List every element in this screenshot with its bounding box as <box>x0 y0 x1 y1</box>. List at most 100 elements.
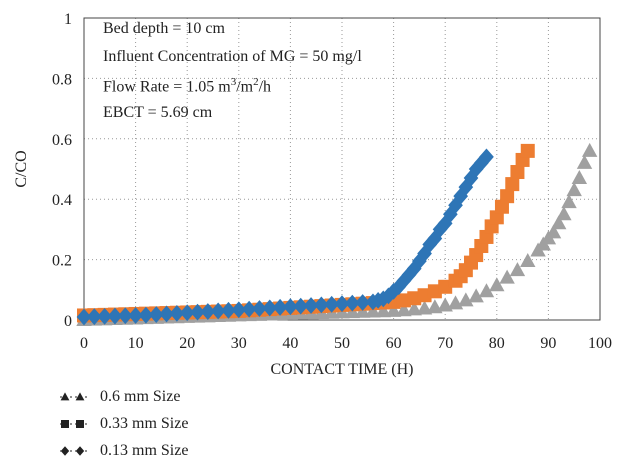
x-tick-label: 40 <box>282 335 298 352</box>
data-point <box>386 282 401 300</box>
x-tick-label: 100 <box>588 335 612 352</box>
legend-label: 0.6 mm Size <box>100 388 181 405</box>
data-point <box>479 229 494 244</box>
legend-marker <box>75 392 85 401</box>
data-point <box>375 303 391 318</box>
data-point <box>443 205 458 223</box>
data-point <box>314 296 329 314</box>
y-tick-label: 1 <box>64 11 72 28</box>
data-point <box>499 269 515 284</box>
condition-line: Flow Rate = 1.05 m3/m2/h <box>103 76 271 96</box>
data-point <box>468 288 484 303</box>
condition-text: Influent Concentration of MG = 50 mg/l <box>103 48 362 65</box>
y-axis-title: C/CO <box>13 150 30 187</box>
y-tick-label: 0 <box>64 313 72 330</box>
data-point <box>401 266 417 284</box>
data-point <box>76 308 92 326</box>
condition-line: Influent Concentration of MG = 50 mg/l <box>103 48 362 66</box>
data-point <box>107 307 123 325</box>
data-point <box>520 143 535 158</box>
data-point <box>252 300 267 317</box>
data-point <box>556 206 572 221</box>
x-tick-label: 50 <box>334 335 350 352</box>
data-point <box>551 215 567 230</box>
legend-label: 0.33 mm Size <box>100 415 189 432</box>
data-point <box>520 253 536 268</box>
legend-marker <box>75 446 85 456</box>
superscript: 2 <box>253 76 259 88</box>
data-point <box>283 298 298 316</box>
data-point <box>159 305 174 323</box>
data-point <box>509 262 526 277</box>
data-point <box>412 252 427 270</box>
superscript: 3 <box>230 76 237 88</box>
data-point <box>117 307 133 325</box>
data-point <box>458 178 474 196</box>
data-point <box>505 177 520 192</box>
data-point <box>86 308 102 326</box>
data-point <box>190 303 205 321</box>
x-tick-label: 70 <box>437 335 453 352</box>
condition-line: Bed depth = 10 cm <box>103 20 225 38</box>
data-point <box>303 297 319 314</box>
data-point <box>375 290 391 308</box>
data-point <box>545 224 562 239</box>
data-point <box>272 298 288 316</box>
data-point <box>385 302 402 317</box>
data-point <box>200 303 216 320</box>
legend-marker <box>60 392 70 401</box>
data-point <box>448 196 463 214</box>
legend-item: 0.13 mm Size <box>58 442 188 460</box>
data-point <box>97 307 112 325</box>
x-tick-label: 30 <box>231 335 247 352</box>
data-point <box>489 210 504 225</box>
plot-frame <box>83 17 601 321</box>
y-tick-label: 0.4 <box>52 192 72 209</box>
data-point <box>500 189 515 204</box>
axes: 0 10 20 30 40 50 60 70 80 90 100 0 0.2 0.4 0.6 0.8 1 <box>52 11 612 352</box>
square-marker-icon <box>60 420 90 428</box>
data-point <box>478 283 495 298</box>
data-point <box>293 297 309 315</box>
series-diamond <box>76 148 494 326</box>
data-series <box>76 142 598 326</box>
data-point <box>458 292 474 307</box>
data-point <box>179 304 195 322</box>
x-tick-label: 10 <box>128 335 144 352</box>
data-point <box>355 294 370 311</box>
data-point <box>468 160 484 178</box>
x-tick-label: 0 <box>80 335 88 352</box>
y-tick-label: 0.8 <box>52 71 72 88</box>
data-point <box>406 301 422 316</box>
data-point <box>365 303 381 318</box>
data-point <box>128 307 143 324</box>
data-point <box>324 295 340 313</box>
data-point <box>422 236 438 253</box>
y-tick-label: 0.6 <box>52 132 72 149</box>
data-point <box>210 302 226 320</box>
data-point <box>576 154 593 169</box>
data-point <box>432 221 448 238</box>
data-point <box>262 299 278 317</box>
legend-item: 0.33 mm Size <box>58 415 188 433</box>
legend-marker <box>61 420 69 428</box>
data-point <box>231 301 247 319</box>
data-point <box>138 306 154 324</box>
condition-text: /h <box>258 78 272 96</box>
y-tick-label: 0.2 <box>52 253 72 270</box>
data-point <box>221 301 236 319</box>
condition-line: EBCT = 5.69 cm <box>103 104 212 122</box>
x-tick-label: 90 <box>540 335 556 352</box>
data-point <box>416 300 433 315</box>
data-point <box>148 306 164 323</box>
condition-text: /m <box>236 78 254 96</box>
data-point <box>396 302 412 317</box>
data-point <box>344 294 360 312</box>
legend-item: 0.6 mm Size <box>58 388 180 406</box>
breakthrough-chart: 0 10 20 30 40 50 60 70 80 90 100 0 0.2 0.4 0.6 0.8 1 CON… <box>13 11 612 378</box>
data-point <box>581 142 598 157</box>
data-point <box>566 182 582 197</box>
condition-text: Bed depth = 10 cm <box>103 20 225 37</box>
data-point <box>489 277 505 292</box>
data-point <box>561 194 577 209</box>
